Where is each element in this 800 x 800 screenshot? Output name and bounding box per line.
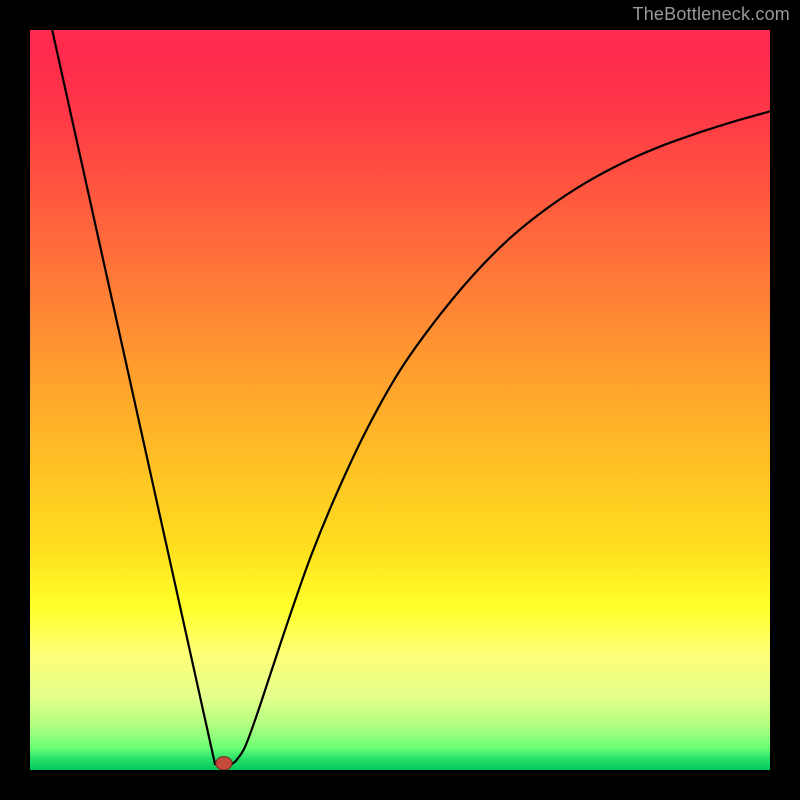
watermark-text: TheBottleneck.com [633,4,790,25]
performance-curve-path [52,30,770,767]
outer-frame: TheBottleneck.com [0,0,800,800]
bottleneck-curve [30,30,770,770]
minimum-marker-dot [216,757,232,770]
plot-area [30,30,770,770]
